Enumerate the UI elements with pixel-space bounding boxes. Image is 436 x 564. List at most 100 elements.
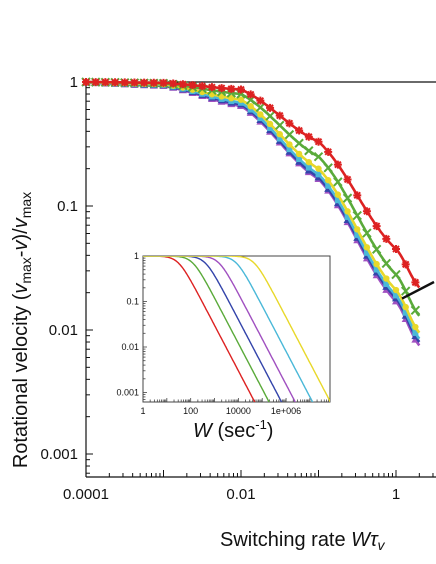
main-series-marker — [228, 95, 235, 102]
main-series-marker — [227, 84, 236, 93]
inset-x-tick-label: 100 — [183, 406, 198, 416]
main-series-marker — [313, 151, 324, 162]
main-series-marker — [342, 193, 353, 203]
y-axis-title-sub1: max — [18, 257, 34, 283]
main-series-marker — [371, 244, 382, 255]
main-series-marker — [402, 309, 409, 316]
inset-x-tick-label: 10000 — [226, 406, 251, 416]
main-series-marker — [256, 96, 265, 105]
main-series-marker — [373, 260, 380, 268]
main-series-marker — [257, 111, 264, 118]
main-series-marker — [265, 111, 275, 121]
main-series-marker — [111, 78, 120, 87]
main-series-marker — [120, 78, 129, 87]
main-y-tick-label: 0.001 — [40, 446, 78, 463]
main-series-marker — [257, 115, 264, 122]
main-series-marker — [286, 146, 293, 153]
main-x-tick-label: 0.0001 — [63, 486, 109, 503]
main-series-marker — [295, 126, 304, 135]
main-series-marker — [198, 82, 207, 91]
main-series-marker — [401, 260, 410, 269]
main-series-marker — [237, 85, 245, 94]
main-series-marker — [411, 278, 420, 287]
main-series-marker — [334, 191, 342, 198]
main-series-marker — [217, 84, 226, 93]
main-series-marker — [410, 305, 421, 316]
inset-x-tick-label: 1 — [140, 406, 145, 416]
main-series-marker — [372, 222, 381, 231]
main-plot-series — [81, 77, 421, 347]
main-series-marker — [362, 228, 372, 238]
main-series-marker — [373, 266, 380, 273]
main-reference-line — [401, 280, 435, 300]
main-y-tick-label: 1 — [70, 74, 78, 91]
inset-y-tick-label: 0.1 — [126, 297, 139, 307]
main-series-marker — [275, 120, 285, 131]
main-series-marker — [392, 286, 400, 294]
main-series-marker — [159, 78, 168, 87]
main-series-marker — [285, 119, 294, 128]
main-series-marker — [296, 156, 303, 163]
inset-series-line-4 — [143, 256, 314, 402]
main-series-marker — [363, 244, 371, 251]
main-series-marker — [130, 78, 139, 87]
main-series-marker — [237, 96, 245, 103]
main-series-marker — [266, 103, 275, 112]
main-series-marker — [207, 83, 216, 92]
inset-x-tick-label: 1e+006 — [271, 406, 301, 416]
x-axis-title: Switching rate Wτv — [220, 529, 386, 553]
main-series-marker — [91, 78, 100, 87]
main-series-marker — [381, 258, 392, 269]
main-series-marker — [314, 137, 323, 146]
main-series-marker — [383, 280, 390, 287]
main-series-marker — [363, 249, 370, 256]
main-series-marker — [304, 132, 313, 141]
main-series-marker — [393, 292, 399, 299]
inset-series-line-3 — [143, 256, 297, 402]
main-series-marker — [344, 208, 351, 215]
main-series-marker — [246, 90, 255, 99]
main-series-marker — [392, 245, 400, 254]
main-series-marker — [412, 329, 419, 336]
main-series-marker — [294, 138, 304, 148]
inset-y-tick-label: 0.01 — [121, 342, 139, 352]
inset-series-line-0 — [143, 256, 256, 402]
main-series-marker — [284, 129, 295, 140]
main-series-marker — [286, 141, 293, 148]
main-series-marker — [178, 80, 187, 89]
main-series-marker — [402, 303, 409, 311]
main-series-marker — [333, 160, 342, 169]
main-y-tick-label: 0.1 — [57, 198, 78, 215]
main-series-marker — [188, 81, 197, 90]
main-series-marker — [391, 269, 401, 280]
main-series-marker — [304, 146, 314, 156]
y-axis-title-part1: Rotational velocity ( — [10, 293, 32, 468]
main-series-marker — [333, 177, 343, 187]
inset-x-axis-title: W (sec-1) — [193, 417, 273, 442]
main-series-marker — [352, 210, 362, 221]
inset-series-line-2 — [143, 256, 283, 402]
main-series-marker — [325, 182, 332, 189]
main-series-0 — [82, 78, 421, 289]
slope-reference-line — [401, 280, 435, 300]
main-x-tick-label: 1 — [392, 486, 400, 503]
main-series-marker — [140, 78, 149, 87]
main-series-marker — [362, 207, 371, 216]
y-axis-title: Rotational velocity (vmax-v)/vmax — [10, 192, 34, 468]
main-series-marker — [267, 124, 274, 131]
inset-series-group — [143, 256, 330, 402]
main-x-tick-label: 0.01 — [226, 486, 255, 503]
main-series-marker — [324, 147, 333, 156]
main-series-marker — [343, 175, 352, 184]
main-series-marker — [383, 275, 390, 282]
main-series-marker — [247, 103, 254, 110]
main-series-marker — [295, 150, 303, 158]
inset-y-tick-label: 1 — [134, 251, 139, 261]
main-series-marker — [382, 234, 391, 243]
main-series-marker — [353, 191, 362, 200]
main-series-marker — [323, 163, 333, 173]
main-series-marker — [218, 93, 225, 100]
main-series-marker — [276, 130, 283, 138]
main-series-marker — [315, 171, 322, 178]
